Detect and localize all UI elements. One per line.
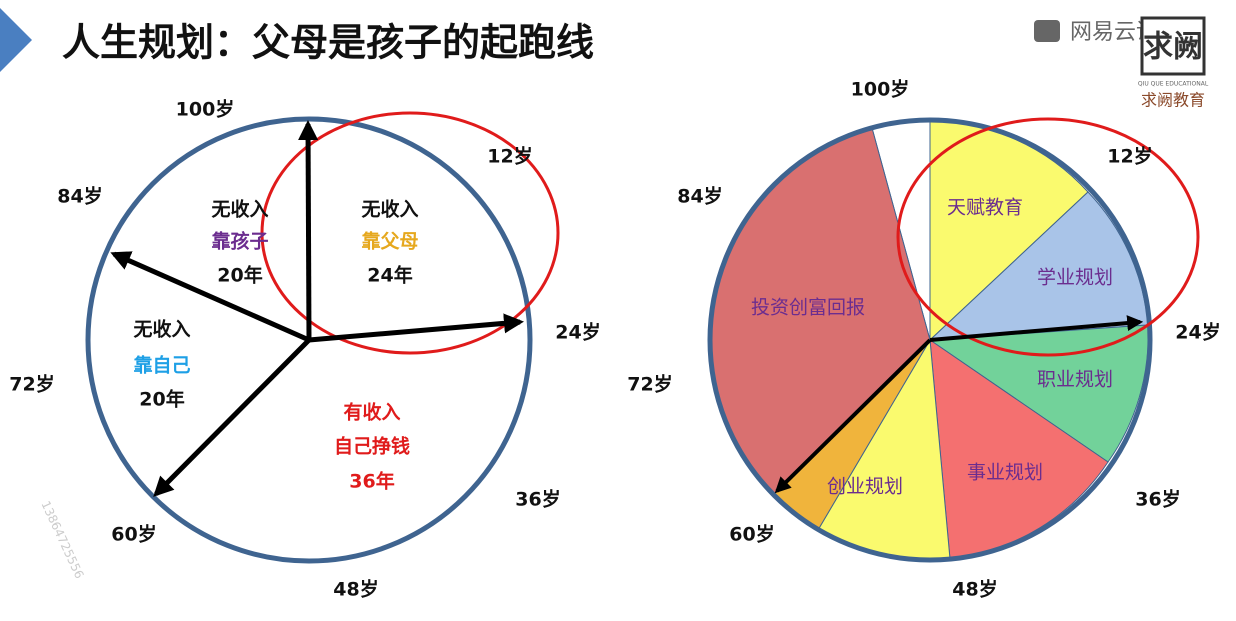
age-label: 12岁 [1107, 145, 1152, 168]
age-label: 60岁 [111, 523, 156, 546]
age-label: 48岁 [333, 578, 378, 601]
segment-status: 无收入 [133, 318, 190, 341]
age-label: 48岁 [952, 578, 997, 601]
arrow [308, 313, 524, 343]
arrow [110, 251, 311, 343]
arrow [929, 315, 1144, 342]
age-label: 24岁 [555, 321, 600, 344]
age-label: 84岁 [57, 185, 102, 208]
segment-source: 靠孩子 [211, 230, 268, 253]
age-label: 36岁 [515, 488, 560, 511]
logo-box [1140, 16, 1206, 76]
highlight-ellipse [260, 111, 560, 355]
arrows [774, 315, 1144, 494]
segment-years: 20年 [139, 388, 184, 411]
segment-source: 自己挣钱 [334, 435, 410, 458]
pie-outline [707, 117, 1153, 563]
segment-years: 24年 [367, 264, 412, 287]
segment-status: 无收入 [361, 198, 418, 221]
segment-source: 靠父母 [361, 231, 418, 253]
segment-source: 靠自己 [133, 354, 190, 377]
watermark: 13864725556 [38, 499, 86, 581]
logo-tagline: QIU QUE EDUCATIONAL [1138, 81, 1209, 88]
segment-years: 20年 [217, 264, 262, 287]
age-label: 12岁 [487, 145, 532, 168]
sector-label: 天赋教育 [947, 197, 1023, 219]
age-label: 84岁 [677, 185, 722, 208]
segment-status: 无收入 [211, 198, 268, 221]
title-marker [0, 8, 32, 72]
arrow [774, 338, 932, 494]
sector-label: 投资创富回报 [751, 297, 865, 319]
sector-label: 职业规划 [1037, 369, 1113, 391]
age-label: 72岁 [627, 373, 672, 396]
age-label: 100岁 [176, 98, 235, 121]
segment-years: 36年 [349, 470, 394, 493]
brand-icon [1034, 20, 1060, 42]
age-label: 36岁 [1135, 488, 1180, 511]
logo-name: 求阙教育 [1141, 91, 1205, 110]
segment-status: 有收入 [343, 401, 400, 424]
arrow [298, 120, 319, 341]
life-circle [85, 116, 533, 564]
arrows [110, 120, 524, 497]
pie [708, 119, 1149, 561]
highlight-ellipse [896, 117, 1200, 357]
sector-label: 学业规划 [1037, 267, 1113, 289]
logo-mark: 求阙 [1143, 30, 1203, 65]
age-label: 24岁 [1175, 321, 1220, 344]
sector-label: 事业规划 [967, 462, 1043, 484]
sector-label: 创业规划 [827, 476, 903, 498]
title: 人生规划：父母是孩子的起跑线 [62, 21, 594, 65]
age-label: 72岁 [9, 373, 54, 396]
arrow [153, 338, 311, 497]
age-label: 60岁 [729, 523, 774, 546]
age-label: 100岁 [851, 78, 910, 101]
